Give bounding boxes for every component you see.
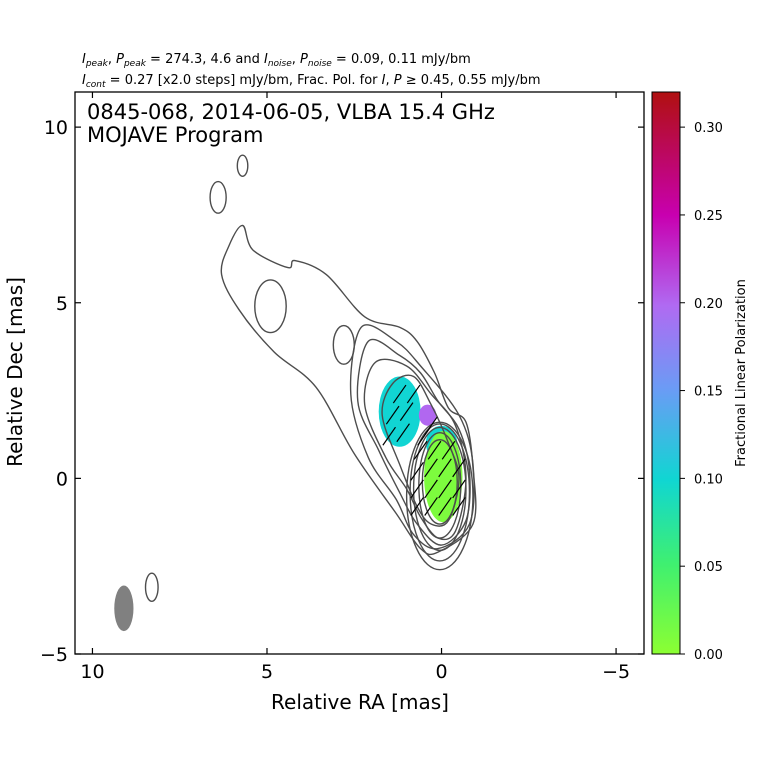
contour-line <box>381 374 460 527</box>
contour-line <box>363 358 467 541</box>
header-line-2-part: I <box>82 73 86 88</box>
colorbar-tick-label: 0.30 <box>694 121 723 136</box>
header-line-1-part: P <box>300 52 308 67</box>
evpa-vector <box>427 440 442 460</box>
x-tick-label: −5 <box>602 661 630 683</box>
header-line-1-part: , <box>108 52 116 67</box>
x-tick-label: 5 <box>261 661 273 683</box>
header-line-1-part: noise <box>268 59 292 69</box>
header-line-1-part: I <box>82 52 86 67</box>
evpa-vector <box>424 497 438 516</box>
evpa-vector <box>438 479 452 499</box>
beam-ellipse <box>114 585 134 632</box>
y-ticks: −5 0 5 10 <box>40 117 644 666</box>
evpa-vector <box>399 402 414 421</box>
contours <box>144 154 477 603</box>
colorbar-tick-label: 0.15 <box>694 385 723 400</box>
header-line-1-part: = 0.09, 0.11 mJy/bm <box>332 52 471 67</box>
contour-line <box>412 426 467 552</box>
contour-island <box>254 279 287 334</box>
y-tick-label: 0 <box>56 468 68 490</box>
evpa-vector <box>385 405 400 425</box>
evpa-vector <box>406 384 421 404</box>
header-line-1-part: peak <box>123 59 147 69</box>
polarization-region <box>378 376 421 447</box>
colorbar-tick-label: 0.10 <box>694 472 723 487</box>
polarization-region <box>418 404 437 426</box>
colorbar-label: Fractional Linear Polarization <box>734 279 749 467</box>
evpa-vector <box>424 416 438 436</box>
x-tick-label: 10 <box>80 661 104 683</box>
header-line-1: Ipeak, Ppeak = 274.3, 4.6 and Inoise, Pn… <box>82 52 471 69</box>
y-tick-label: 5 <box>56 293 68 315</box>
y-axis-label: Relative Dec [mas] <box>3 277 27 467</box>
header-line-1-part: I <box>264 52 268 67</box>
contour-line <box>405 421 474 571</box>
colorbar-tick-label: 0.20 <box>694 297 723 312</box>
beam <box>114 585 134 632</box>
evpa-vector <box>452 458 466 478</box>
contour-island <box>144 572 159 603</box>
header-line-2-part: cont <box>86 80 106 90</box>
chart-subtitle: MOJAVE Program <box>87 123 263 147</box>
header-line-2: Icont = 0.27 [x2.0 steps] mJy/bm, Frac. … <box>82 73 541 90</box>
evpa-vector <box>382 426 396 446</box>
header-line-1-part: noise <box>308 59 332 69</box>
header-line-2-part: = 0.27 [x2.0 steps] mJy/bm, Frac. Pol. f… <box>106 73 382 88</box>
plot-frame <box>74 91 645 655</box>
evpa-vector <box>441 440 456 460</box>
evpa-vector <box>410 497 424 516</box>
colorbar-ticks: 0.00 0.05 0.10 0.15 0.20 0.25 0.30 <box>680 121 723 663</box>
evpa-vectors <box>382 384 466 516</box>
x-axis-label: Relative RA [mas] <box>271 690 449 714</box>
header-line-1-part: = 274.3, 4.6 and <box>146 52 264 67</box>
evpa-vector <box>396 423 410 443</box>
evpa-vector <box>452 497 466 516</box>
contour-island <box>236 154 249 177</box>
evpa-vector <box>392 384 407 404</box>
header-line-1-part: peak <box>85 59 109 69</box>
y-tick-label: −5 <box>40 644 68 666</box>
x-tick-label: 0 <box>435 661 447 683</box>
evpa-vector <box>410 479 424 499</box>
contour-line <box>356 338 471 546</box>
evpa-vector <box>438 497 452 516</box>
contour-line <box>349 324 475 550</box>
evpa-vector <box>452 479 466 499</box>
contour-island <box>332 324 355 365</box>
plot-area <box>114 154 477 632</box>
header-line-2-part: P <box>394 73 402 88</box>
contour-line <box>409 423 471 562</box>
colorbar-tick-label: 0.25 <box>694 209 723 224</box>
header-line-2-part: , <box>386 73 394 88</box>
header-line-1-part: P <box>116 52 124 67</box>
evpa-vector <box>413 440 428 460</box>
colorbar-tick-label: 0.00 <box>694 648 723 663</box>
contour-line <box>220 224 477 556</box>
colorbar <box>651 91 681 655</box>
evpa-vector <box>438 458 452 478</box>
evpa-vector <box>410 461 424 481</box>
header-line-1-part: , <box>292 52 300 67</box>
x-ticks: 10 5 0 −5 <box>80 92 630 683</box>
evpa-vector <box>424 458 438 478</box>
colorbar-tick-label: 0.05 <box>694 560 723 575</box>
header-line-2-part: ≥ 0.45, 0.55 mJy/bm <box>402 73 541 88</box>
evpa-vector <box>424 479 438 499</box>
contour-island <box>209 180 227 214</box>
header-line-2-part: I <box>382 73 386 88</box>
y-tick-label: 10 <box>44 117 68 139</box>
chart-title: 0845-068, 2014-06-05, VLBA 15.4 GHz <box>87 100 495 124</box>
